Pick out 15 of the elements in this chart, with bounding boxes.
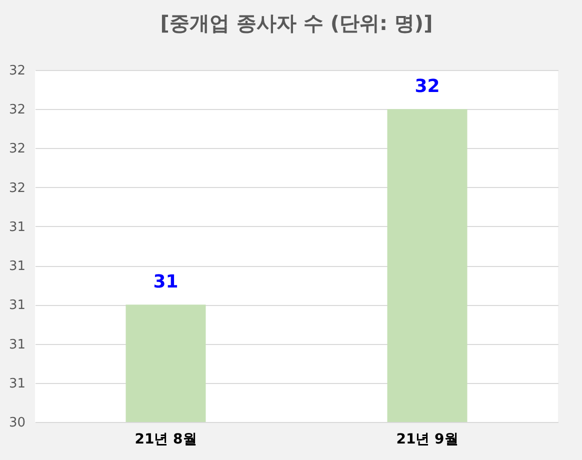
y-tick-label: 31 [8, 259, 26, 274]
chart-title: [중개업 종사자 수 (단위: 명)] [160, 11, 433, 35]
x-tick-label: 21년 8월 [134, 432, 197, 448]
data-label: 32 [414, 76, 440, 98]
y-tick-label: 31 [8, 298, 26, 314]
y-tick-label: 32 [8, 102, 26, 118]
y-tick-label: 31 [8, 376, 26, 392]
y-tick-label: 31 [8, 220, 26, 235]
y-tick-label: 30 [8, 416, 26, 430]
y-tick-label: 32 [8, 180, 26, 196]
data-label: 31 [153, 272, 178, 293]
y-tick-label: 32 [8, 142, 26, 157]
x-tick-label: 21년 9월 [396, 432, 458, 448]
y-tick-label: 32 [8, 64, 26, 78]
y-tick-label: 31 [8, 337, 26, 352]
